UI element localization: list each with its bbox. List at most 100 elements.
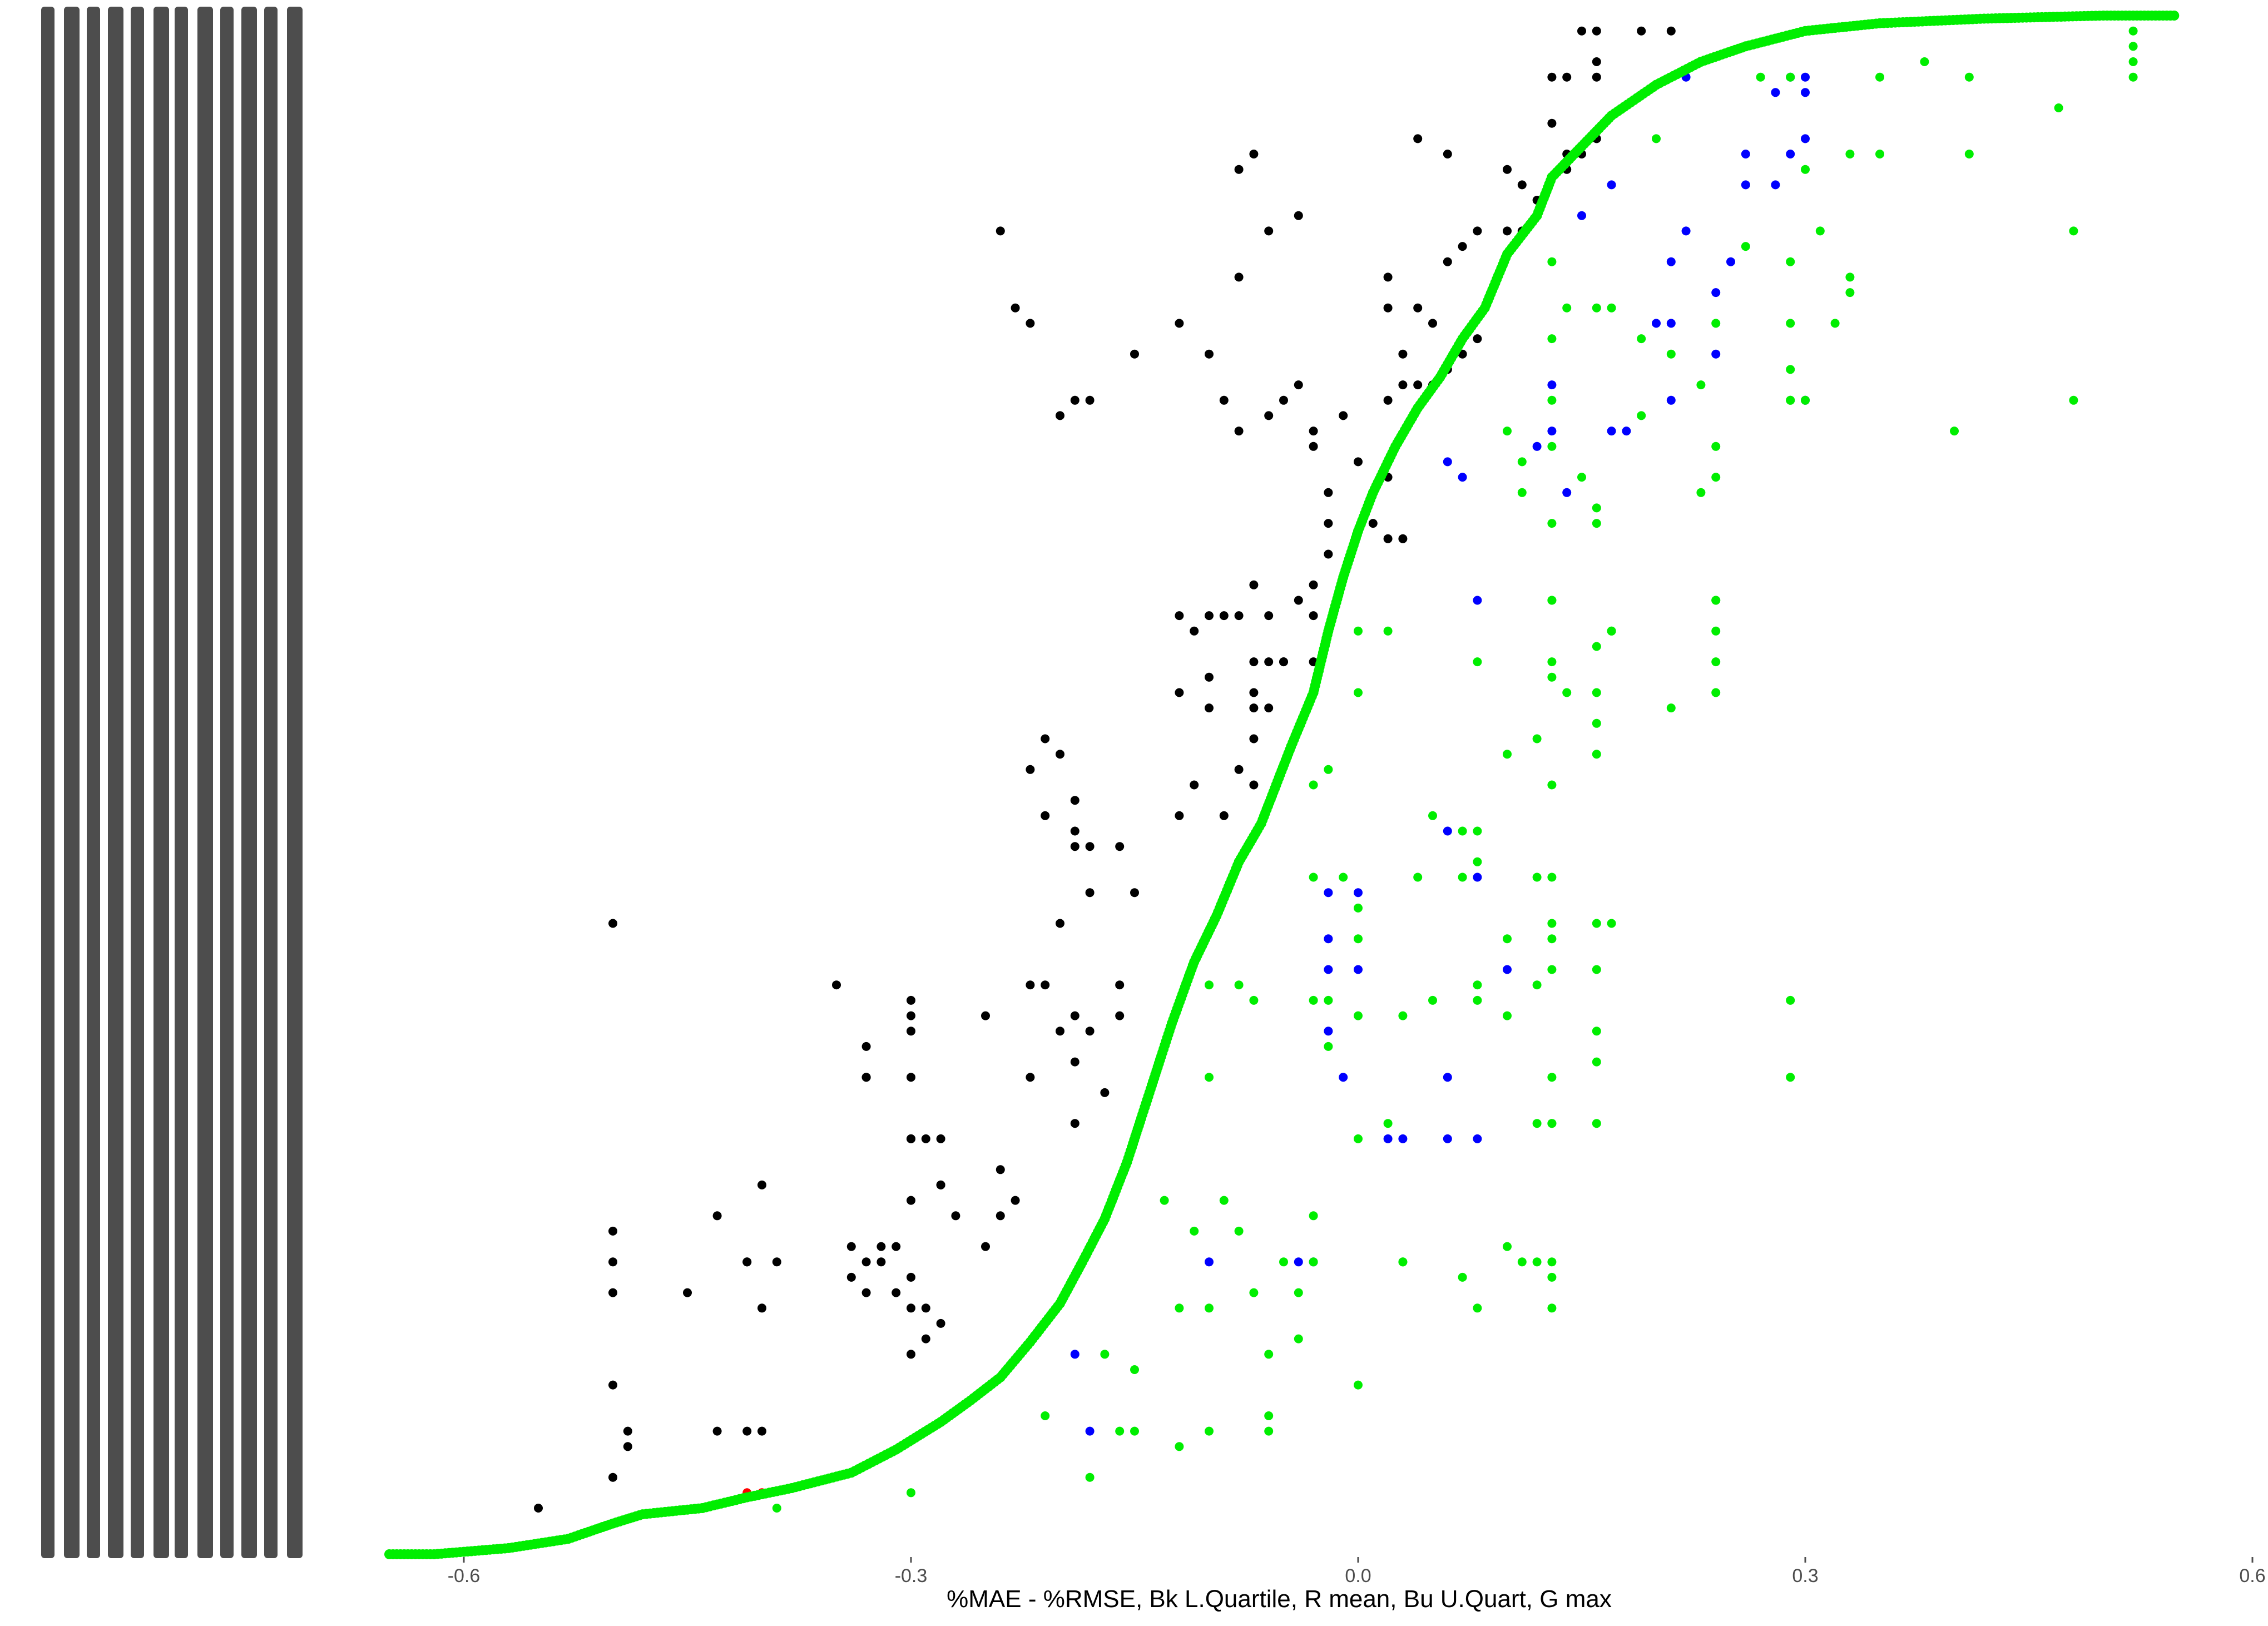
data-point [907, 1196, 915, 1205]
y-axis-tick-labels [41, 7, 303, 1558]
data-point [1309, 580, 1318, 589]
data-point [1398, 1134, 1408, 1143]
data-point [2128, 72, 2138, 82]
data-point [1503, 750, 1512, 759]
data-point [1547, 380, 1557, 390]
data-point [1115, 1426, 1125, 1436]
data-point [1279, 395, 1288, 405]
data-point [1592, 57, 1601, 66]
data-point [1175, 688, 1184, 697]
data-point [1711, 596, 1721, 605]
data-point [1473, 873, 1482, 882]
data-point [1085, 842, 1095, 851]
data-point [1294, 380, 1303, 390]
data-point [861, 1042, 871, 1051]
data-point [608, 1226, 617, 1236]
data-point [623, 1442, 632, 1451]
data-points [384, 11, 2180, 1559]
data-point [1175, 319, 1184, 328]
data-point [1771, 180, 1780, 190]
data-point [1264, 411, 1274, 420]
data-point [1398, 349, 1408, 359]
data-point [1160, 1196, 1169, 1205]
data-point [1845, 272, 1855, 282]
y-tick-label-column [264, 7, 278, 1558]
data-point [712, 1211, 722, 1221]
data-point [1354, 888, 1363, 898]
data-point [1428, 995, 1437, 1005]
data-point [1607, 427, 1616, 436]
data-point [1294, 1257, 1303, 1267]
data-point [1547, 672, 1557, 682]
data-point [1786, 319, 1795, 328]
data-point [1354, 903, 1363, 913]
data-point [1383, 534, 1393, 543]
y-tick-label-column [241, 7, 257, 1558]
data-point [608, 919, 617, 928]
data-point [1547, 72, 1557, 82]
data-point [1547, 1257, 1557, 1267]
data-point [1249, 150, 1259, 158]
data-point [1577, 211, 1586, 220]
data-point [1473, 826, 1482, 836]
data-point [1309, 1257, 1318, 1267]
data-point [1666, 395, 1676, 405]
data-point [1547, 257, 1557, 266]
data-point [1294, 211, 1303, 220]
data-point [1920, 57, 1929, 66]
data-point [1786, 150, 1795, 158]
data-point [1711, 349, 1721, 359]
data-point [907, 1350, 915, 1359]
data-point [1443, 826, 1452, 836]
data-point [608, 1380, 617, 1390]
data-point [757, 1180, 766, 1189]
data-point [1503, 1011, 1512, 1020]
data-point [1532, 1119, 1542, 1128]
y-tick-label-column [220, 7, 234, 1558]
data-point [1056, 411, 1064, 420]
data-point [1637, 334, 1646, 344]
data-point [608, 1257, 617, 1267]
data-point [1741, 180, 1750, 190]
data-point [1249, 780, 1259, 790]
data-point [1264, 611, 1274, 621]
data-point [1547, 1073, 1557, 1082]
data-point [1652, 134, 1661, 143]
data-point [907, 1272, 915, 1282]
data-point [1309, 427, 1318, 436]
data-point [1592, 1027, 1601, 1036]
data-point [1026, 765, 1035, 774]
data-point [1190, 1226, 1199, 1236]
y-tick-label-column [153, 7, 169, 1558]
data-point [534, 1504, 543, 1513]
data-point [1815, 226, 1825, 236]
data-point [1592, 642, 1601, 651]
data-point [1324, 965, 1333, 974]
data-point [772, 1257, 781, 1267]
data-point [1175, 611, 1184, 621]
data-point [1324, 549, 1333, 559]
data-point [936, 1180, 945, 1189]
data-point [1219, 1196, 1229, 1205]
data-point [1666, 26, 1676, 36]
data-point [1711, 442, 1721, 451]
data-point [1234, 165, 1244, 174]
data-point [1234, 611, 1244, 621]
data-point [907, 1073, 915, 1082]
data-point [1234, 1226, 1244, 1236]
data-point [907, 1488, 915, 1498]
data-point [1324, 765, 1333, 774]
data-point [1294, 1334, 1303, 1344]
data-point [1070, 1011, 1079, 1020]
data-point [1547, 934, 1557, 944]
data-point [1309, 442, 1318, 451]
data-point [1324, 934, 1333, 944]
data-point [1056, 919, 1064, 928]
data-point [1547, 1119, 1557, 1128]
data-point [1056, 750, 1064, 759]
data-point [1547, 657, 1557, 667]
data-point [1607, 180, 1616, 190]
data-point [1726, 257, 1735, 266]
data-point [1205, 611, 1214, 621]
data-point [1786, 257, 1795, 266]
